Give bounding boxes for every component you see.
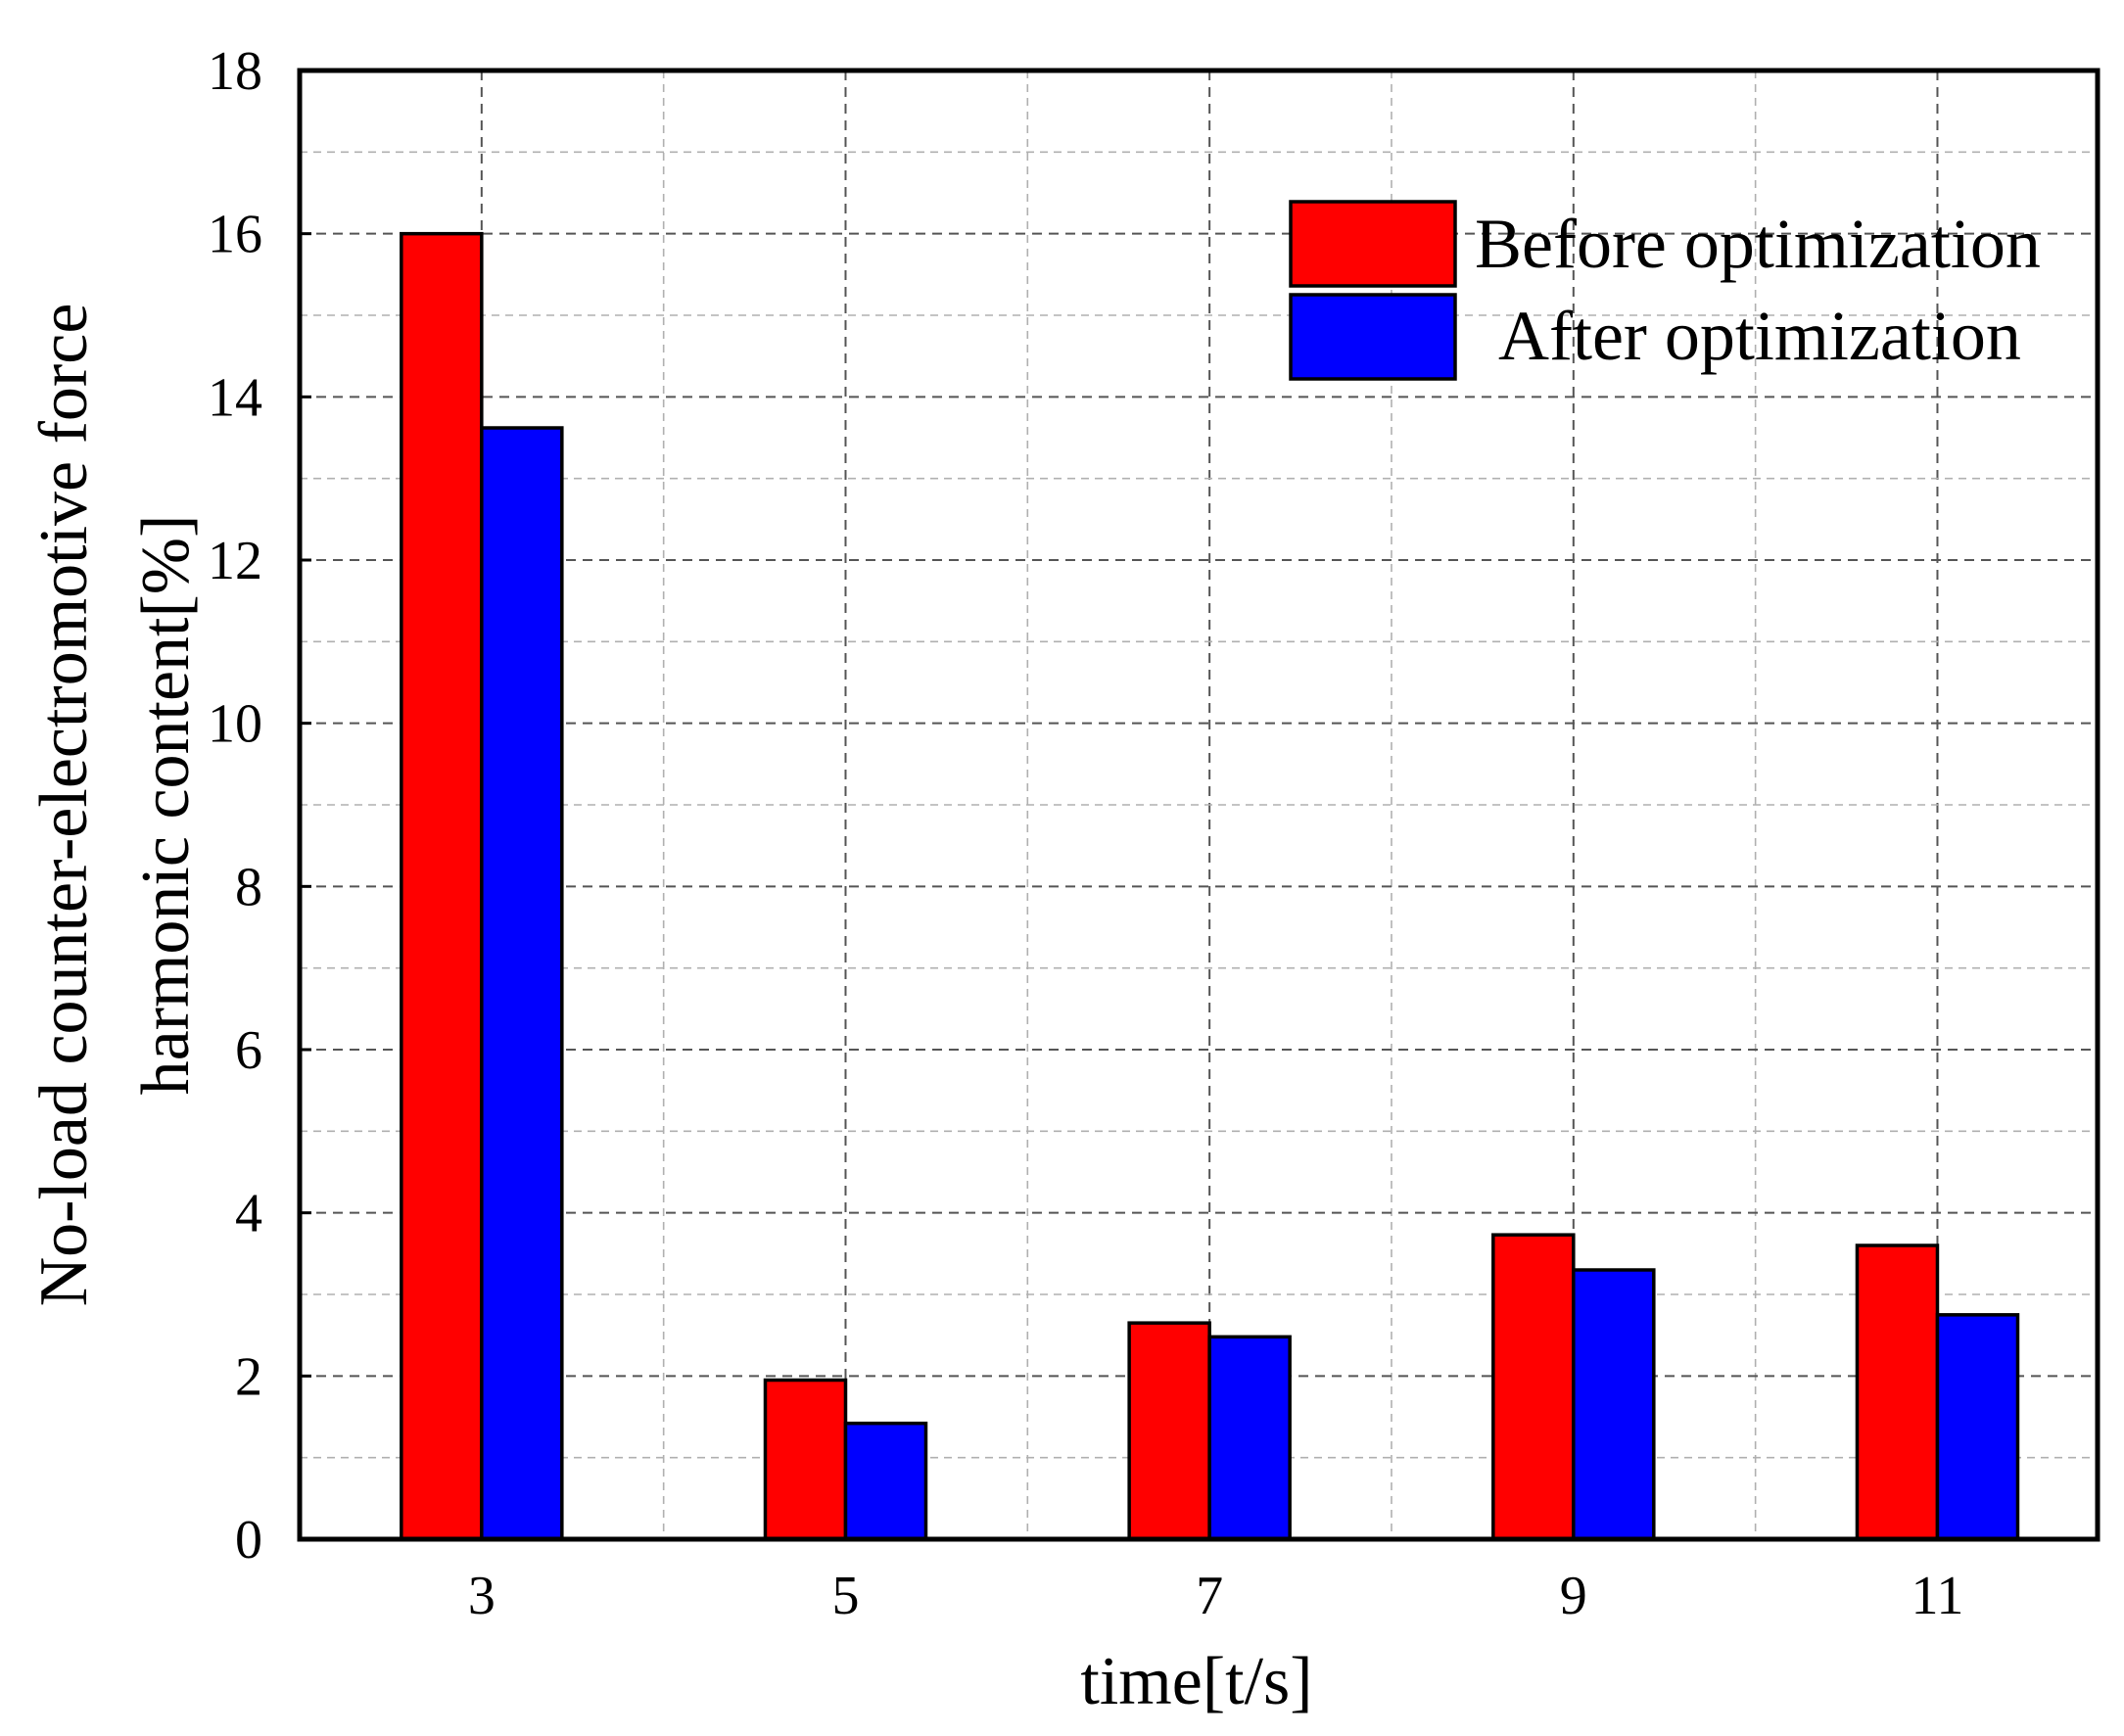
x-axis-tick-labels: 3 5 7 9 11 [468,1566,1964,1626]
bar-before-7 [1127,1321,1211,1541]
y-axis-title-line-1: No-load counter-electromotive force [26,304,102,1307]
y-axis-title: No-load counter-electromotive force harm… [26,304,204,1307]
x-tick-label: 7 [1196,1566,1223,1626]
x-axis-title: time[t/s] [1080,1644,1312,1719]
bar-before-9 [1491,1233,1576,1541]
bar-before-3 [400,231,484,1541]
bar-after-7 [1207,1335,1292,1541]
bar-after-11 [1935,1313,2020,1541]
x-tick-label: 11 [1912,1566,1964,1626]
y-tick-label: 18 [208,41,262,102]
y-tick-label: 14 [208,367,262,428]
legend: Before optimization After optimization [1289,200,2041,381]
y-tick-label: 12 [208,531,262,591]
y-axis-title-line-2: harmonic content[%] [128,515,204,1096]
bar-before-11 [1855,1243,1940,1541]
x-tick-label: 3 [468,1566,496,1626]
bar-before-5 [763,1378,848,1541]
y-tick-label: 6 [235,1020,262,1081]
x-tick-label: 5 [831,1566,859,1626]
bar-after-5 [843,1421,928,1541]
y-tick-label: 4 [235,1184,262,1244]
x-tick-label: 9 [1560,1566,1587,1626]
bars [400,231,2020,1541]
bar-after-9 [1572,1268,1656,1541]
axis-ticks [300,69,1939,1541]
bar-after-3 [480,426,564,1541]
y-tick-label: 8 [235,857,262,917]
grid [300,70,2098,1539]
legend-swatch-after [1289,293,1457,381]
y-tick-label: 0 [235,1510,262,1571]
legend-label-before: Before optimization [1475,205,2041,283]
legend-swatch-before [1289,200,1457,288]
y-tick-label: 10 [208,694,262,755]
y-tick-label: 2 [235,1346,262,1407]
y-axis-tick-labels: 0 2 4 6 8 10 12 14 16 18 [208,41,262,1571]
legend-label-after: After optimization [1498,297,2021,375]
y-tick-label: 16 [208,205,262,265]
plot-frame [297,68,2100,1542]
